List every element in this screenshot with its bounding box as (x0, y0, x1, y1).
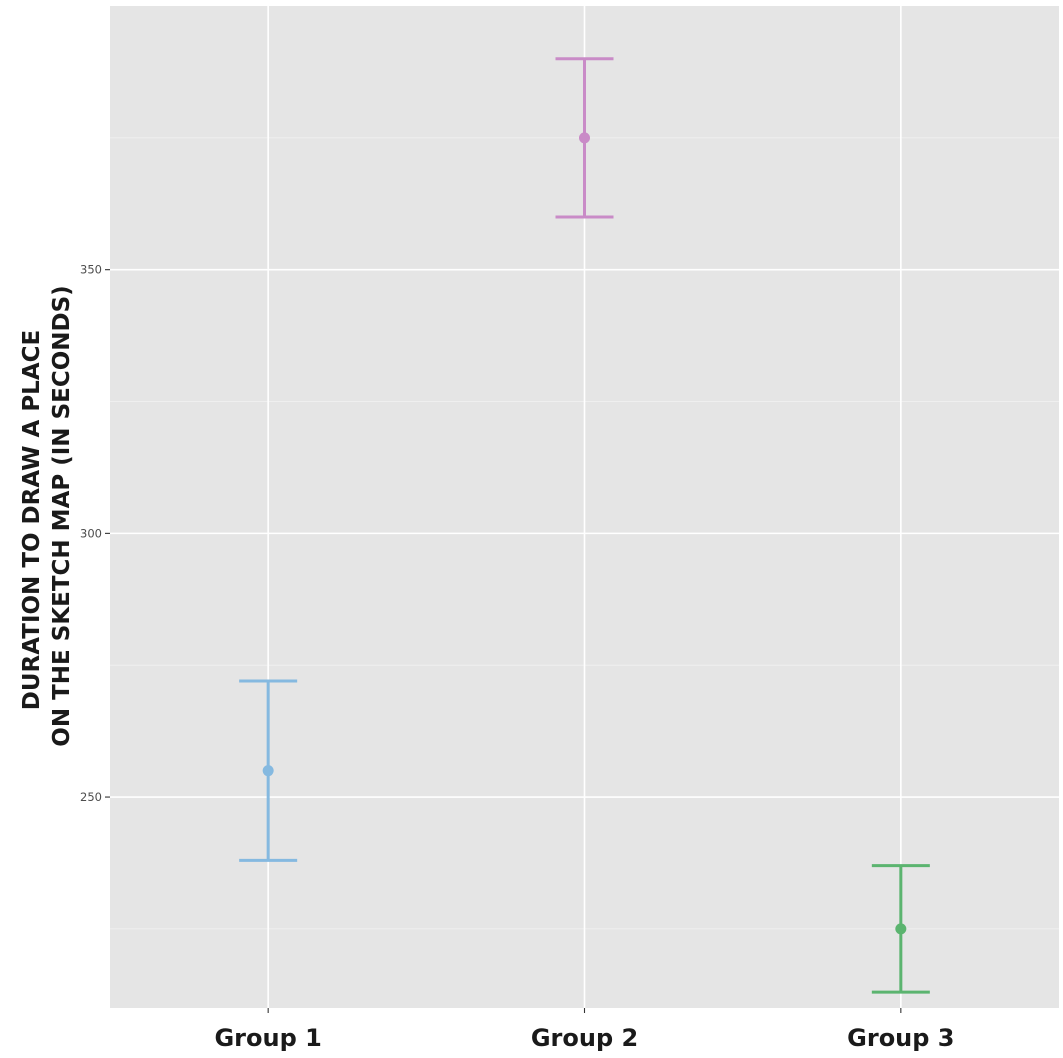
x-tick-label: Group 3 (847, 1024, 954, 1052)
x-tick-label: Group 1 (214, 1024, 321, 1052)
mean-point (895, 923, 907, 935)
errorbar-1 (239, 679, 298, 862)
y-tick-label: 300 (80, 526, 102, 540)
axes: 250 300 350 Group 1 Group 2 Group 3 (80, 263, 954, 1052)
y-axis-title-line-2: ON THE SKETCH MAP (IN SECONDS) (49, 285, 75, 746)
y-tick-label: 250 (80, 790, 102, 804)
x-tick-label: Group 2 (531, 1024, 638, 1052)
mean-point (579, 132, 590, 144)
y-tick-label: 350 (80, 263, 102, 277)
y-axis-title-line-1: DURATION TO DRAW A PLACE (19, 330, 45, 710)
errorbar-2 (555, 57, 614, 219)
errorbar-3 (871, 864, 930, 994)
data-marks (239, 57, 930, 994)
mean-point (262, 765, 274, 777)
y-axis-title: DURATION TO DRAW A PLACE ON THE SKETCH M… (19, 285, 75, 746)
